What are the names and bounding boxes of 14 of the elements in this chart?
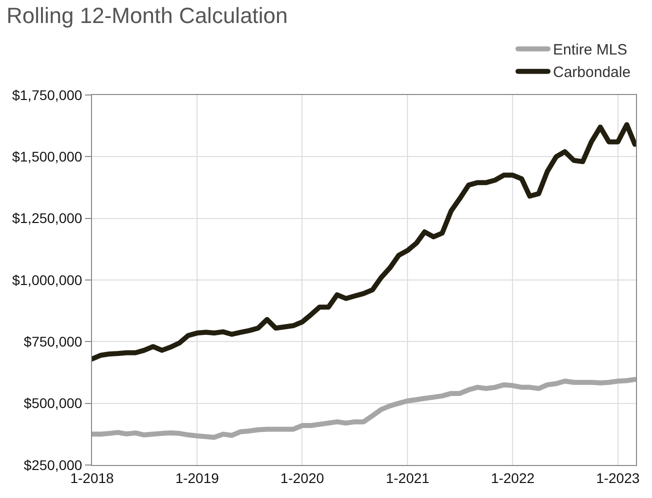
- legend-label: Entire MLS: [553, 42, 628, 59]
- legend-label: Carbondale: [553, 64, 631, 82]
- x-tick-label: 1-2020: [280, 470, 324, 486]
- x-tick-label: 1-2021: [386, 470, 430, 486]
- y-tick-label: $1,250,000: [12, 210, 82, 226]
- x-tick-label: 1-2019: [175, 470, 220, 486]
- chart-title: Rolling 12-Month Calculation: [6, 2, 288, 28]
- y-tick-label: $500,000: [24, 395, 82, 412]
- x-tick-label: 1-2022: [490, 470, 535, 486]
- y-tick-label: $1,750,000: [12, 86, 82, 103]
- y-tick-label: $1,500,000: [12, 148, 82, 165]
- x-tick-label: 1-2023: [596, 470, 640, 486]
- y-tick-label: $750,000: [24, 334, 82, 350]
- y-tick-label: $1,000,000: [12, 272, 82, 288]
